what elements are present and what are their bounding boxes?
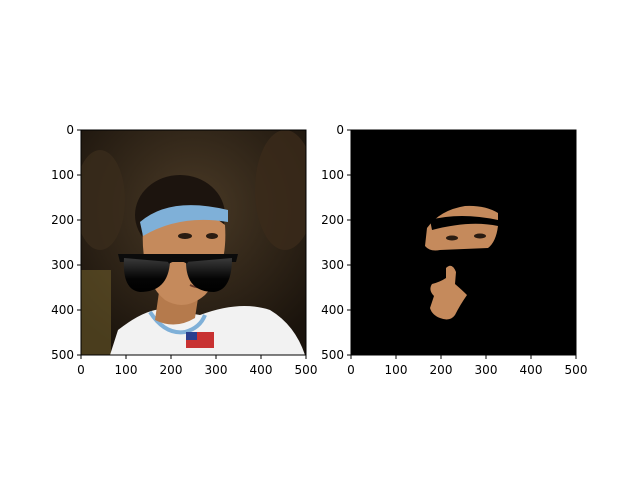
background-figure — [255, 130, 306, 250]
left-y-tick-label: 500 — [51, 348, 74, 362]
background-figure — [81, 270, 111, 355]
right-x-tick-label: 100 — [385, 363, 408, 377]
left-y-tick-label: 200 — [51, 213, 74, 227]
right-y-tick-label: 200 — [321, 213, 344, 227]
left-image-panel — [81, 130, 306, 355]
eye — [474, 233, 486, 239]
right-x-tick-label: 200 — [430, 363, 453, 377]
left-x-tick-label: 400 — [250, 363, 273, 377]
headband — [140, 205, 228, 236]
right-y-tick-label: 0 — [336, 123, 344, 137]
jersey-collar — [148, 310, 207, 335]
left-x-tick-label: 0 — [77, 363, 85, 377]
right-y-tick-label: 300 — [321, 258, 344, 272]
flag-patch-canton — [186, 332, 197, 340]
right-y-tick-label: 400 — [321, 303, 344, 317]
right-axes-frame — [350, 129, 577, 356]
skin-region-neck — [430, 265, 467, 320]
left-axes-frame — [80, 129, 307, 356]
background-figure — [81, 150, 125, 250]
eye — [206, 233, 218, 239]
left-y-tick-label: 0 — [66, 123, 74, 137]
right-x-tick-label: 500 — [565, 363, 588, 377]
right-y-tick-label: 500 — [321, 348, 344, 362]
left-y-tick-label: 300 — [51, 258, 74, 272]
right-y-tick-label: 100 — [321, 168, 344, 182]
eye — [446, 235, 458, 241]
left-y-tick-label: 100 — [51, 168, 74, 182]
left-x-tick-label: 200 — [160, 363, 183, 377]
headband-cut — [430, 216, 498, 230]
right-x-tick-label: 0 — [347, 363, 355, 377]
eye — [178, 233, 192, 239]
left-x-tick-label: 100 — [115, 363, 138, 377]
right-x-tick-label: 400 — [520, 363, 543, 377]
right-x-tick-label: 300 — [475, 363, 498, 377]
sunglasses-overlay — [118, 254, 238, 292]
left-y-tick-label: 400 — [51, 303, 74, 317]
left-x-tick-label: 500 — [295, 363, 318, 377]
right-image-panel — [351, 130, 576, 355]
left-x-tick-label: 300 — [205, 363, 228, 377]
